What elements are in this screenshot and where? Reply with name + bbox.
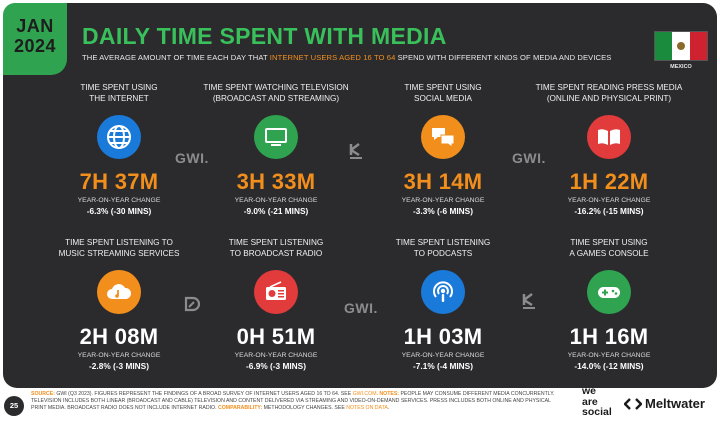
- card-yoy-label: YEAR-ON-YEAR CHANGE: [77, 197, 161, 204]
- card-change: -6.9% (-3 MINS): [246, 361, 306, 371]
- card-yoy-label: YEAR-ON-YEAR CHANGE: [401, 197, 485, 204]
- subtitle-pre: THE AVERAGE AMOUNT OF TIME EACH DAY THAT: [82, 53, 270, 62]
- chat-bubbles-icon: [421, 115, 465, 159]
- music-cloud-icon: [97, 270, 141, 314]
- open-book-icon: [587, 115, 631, 159]
- card-games-console: TIME SPENT USING A GAMES CONSOLE 1H 16M Y…: [524, 238, 694, 371]
- badge-year: 2024: [13, 36, 57, 56]
- card-value: 7H 37M: [79, 169, 159, 194]
- gamepad-icon: [587, 270, 631, 314]
- card-label: TIME SPENT WATCHING TELEVISION (BROADCAST…: [203, 83, 349, 103]
- card-change: -3.3% (-6 MINS): [413, 206, 473, 216]
- comparability-label: COMPARABILITY:: [217, 405, 263, 411]
- card-value: 3H 33M: [236, 169, 316, 194]
- card-change: -7.1% (-4 MINS): [413, 361, 473, 371]
- page-number: 25: [4, 396, 24, 416]
- page-title: DAILY TIME SPENT WITH MEDIA: [82, 23, 447, 49]
- card-label: TIME SPENT READING PRESS MEDIA (ONLINE AN…: [535, 83, 683, 103]
- source-label: SOURCE:: [31, 391, 55, 397]
- card-label: TIME SPENT USING THE INTERNET: [80, 83, 158, 103]
- date-badge: JAN 2024: [3, 3, 67, 75]
- card-label: TIME SPENT USING SOCIAL MEDIA: [404, 83, 482, 103]
- mexico-flag-icon: [654, 31, 708, 61]
- card-internet: TIME SPENT USING THE INTERNET 7H 37M YEAR…: [34, 83, 204, 216]
- card-yoy-label: YEAR-ON-YEAR CHANGE: [401, 352, 485, 359]
- card-podcasts: TIME SPENT LISTENING TO PODCASTS 1H 03M Y…: [358, 238, 528, 371]
- card-television: TIME SPENT WATCHING TELEVISION (BROADCAST…: [191, 83, 361, 216]
- card-yoy-label: YEAR-ON-YEAR CHANGE: [567, 352, 651, 359]
- card-social-media: TIME SPENT USING SOCIAL MEDIA 3H 14M YEAR…: [358, 83, 528, 216]
- card-change: -16.2% (-15 MINS): [574, 206, 644, 216]
- card-press: TIME SPENT READING PRESS MEDIA (ONLINE AN…: [524, 83, 694, 216]
- card-value: 1H 03M: [403, 324, 483, 349]
- card-value: 2H 08M: [79, 324, 159, 349]
- kepios-logo-icon: [522, 293, 535, 309]
- card-yoy-label: YEAR-ON-YEAR CHANGE: [234, 352, 318, 359]
- datareportal-logo-icon: [184, 296, 201, 312]
- content-panel: DAILY TIME SPENT WITH MEDIA THE AVERAGE …: [3, 3, 717, 388]
- card-label: TIME SPENT USING A GAMES CONSOLE: [569, 238, 649, 258]
- card-value: 1H 16M: [569, 324, 649, 349]
- card-change: -2.8% (-3 MINS): [89, 361, 149, 371]
- card-broadcast-radio: TIME SPENT LISTENING TO BROADCAST RADIO 0…: [191, 238, 361, 371]
- kepios-logo-icon: [349, 143, 362, 159]
- comparability-text: METHODOLOGY CHANGES. SEE: [262, 405, 347, 411]
- card-value: 0H 51M: [236, 324, 316, 349]
- card-yoy-label: YEAR-ON-YEAR CHANGE: [567, 197, 651, 204]
- television-icon: [254, 115, 298, 159]
- source-text: GWI (Q3 2023). FIGURES REPRESENT THE FIN…: [54, 391, 353, 397]
- card-label: TIME SPENT LISTENING TO MUSIC STREAMING S…: [58, 238, 180, 258]
- notes-label: . NOTES:: [376, 391, 400, 397]
- subtitle-post: SPEND WITH DIFFERENT KINDS OF MEDIA AND …: [395, 53, 612, 62]
- card-change: -6.3% (-30 MINS): [86, 206, 152, 216]
- meltwater-mark-icon: [624, 397, 642, 410]
- badge-month: JAN: [16, 16, 54, 36]
- podcast-icon: [421, 270, 465, 314]
- card-label: TIME SPENT LISTENING TO BROADCAST RADIO: [228, 238, 324, 258]
- gwi-watermark: GWI.: [344, 300, 378, 316]
- footer-notes: SOURCE: GWI (Q3 2023). FIGURES REPRESENT…: [31, 391, 555, 411]
- gwi-watermark: GWI.: [512, 150, 546, 166]
- flag-label: MEXICO: [670, 64, 692, 70]
- radio-icon: [254, 270, 298, 314]
- subtitle-highlight: INTERNET USERS AGED 16 TO 64: [269, 53, 396, 62]
- card-change: -9.0% (-21 MINS): [243, 206, 309, 216]
- gwi-watermark: GWI.: [175, 150, 209, 166]
- page-subtitle: THE AVERAGE AMOUNT OF TIME EACH DAY THAT…: [82, 53, 611, 62]
- source-link[interactable]: GWI.COM: [352, 391, 377, 397]
- globe-icon: [97, 115, 141, 159]
- we-are-social-logo: we are social: [582, 385, 612, 418]
- card-yoy-label: YEAR-ON-YEAR CHANGE: [234, 197, 318, 204]
- notes-on-data-link[interactable]: NOTES ON DATA: [346, 405, 388, 411]
- card-value: 1H 22M: [569, 169, 649, 194]
- card-label: TIME SPENT LISTENING TO PODCASTS: [395, 238, 491, 258]
- notes-text: PEOPLE MAY CONSUME DIFFERENT MEDIA CONCU…: [31, 391, 555, 411]
- card-change: -14.0% (-12 MINS): [574, 361, 644, 371]
- meltwater-logo: Meltwater: [624, 396, 705, 411]
- card-yoy-label: YEAR-ON-YEAR CHANGE: [77, 352, 161, 359]
- card-value: 3H 14M: [403, 169, 483, 194]
- card-music-streaming: TIME SPENT LISTENING TO MUSIC STREAMING S…: [34, 238, 204, 371]
